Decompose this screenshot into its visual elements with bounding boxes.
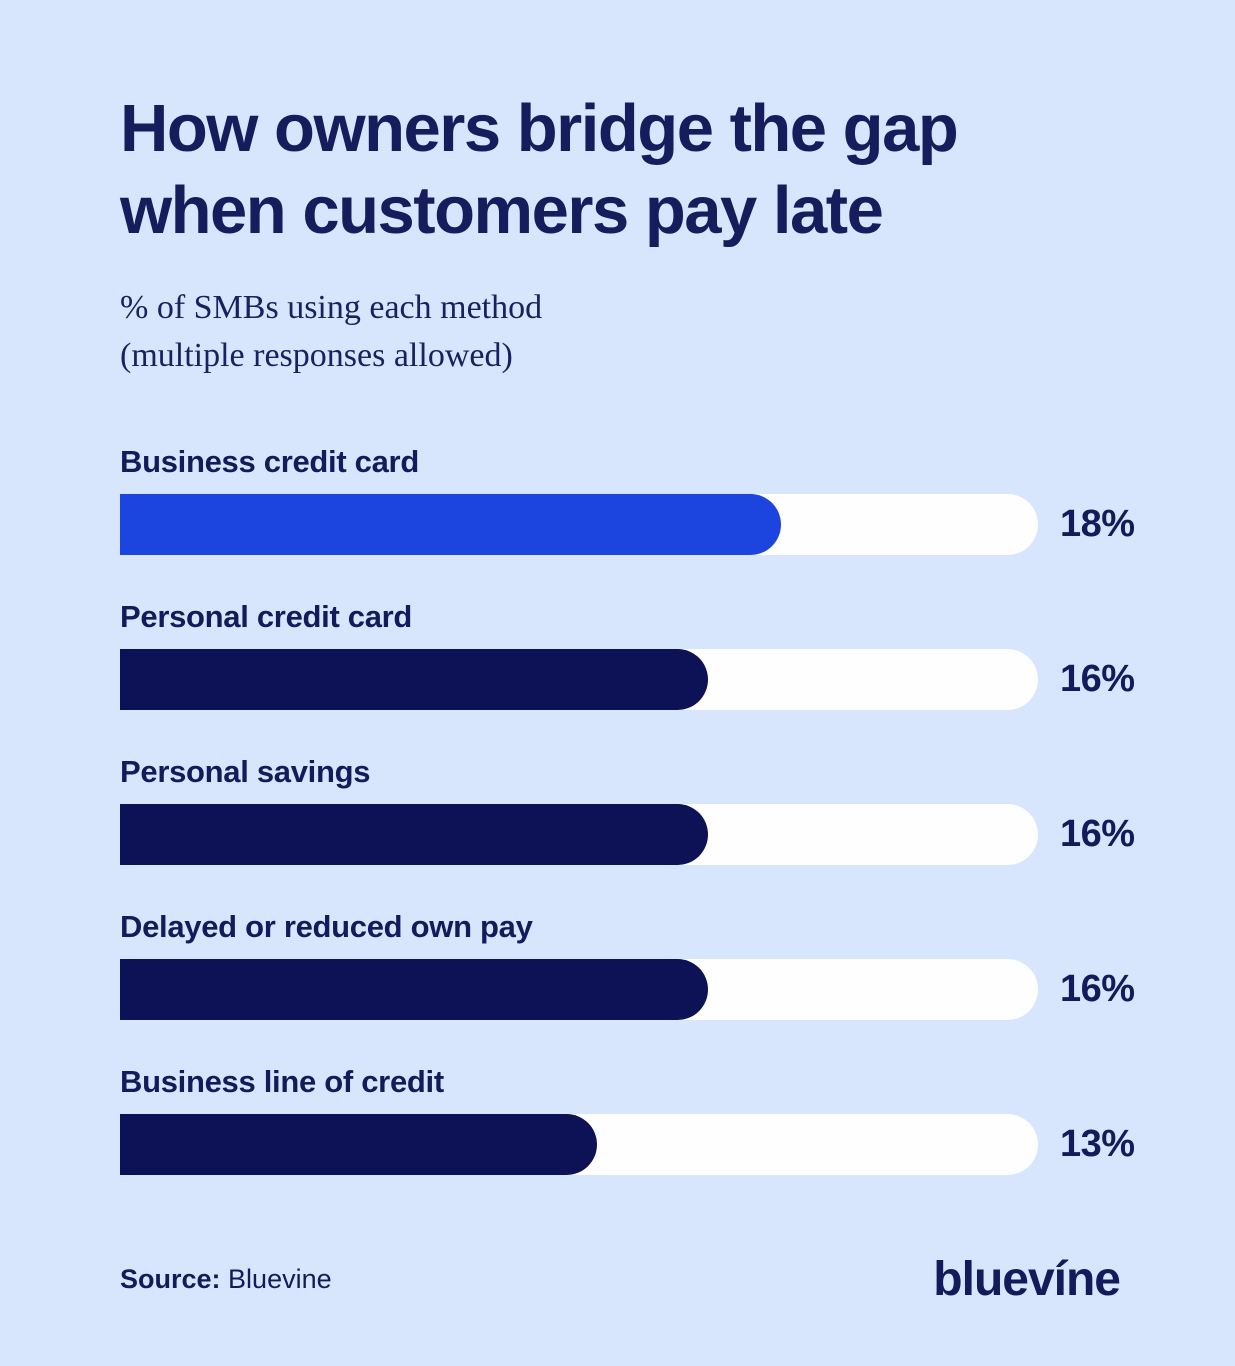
bar-label: Delayed or reduced own pay <box>120 909 533 944</box>
bluevine-logo: bluevíne <box>933 1253 1121 1306</box>
bar-line: 13% <box>120 1114 1135 1175</box>
bar-fill <box>120 804 708 865</box>
bar-row: Business credit card 18% <box>120 444 1135 555</box>
bar-track <box>120 494 1038 555</box>
bar-label: Business line of credit <box>120 1064 444 1099</box>
bar-fill <box>120 959 708 1020</box>
bar-label: Personal credit card <box>120 599 413 634</box>
bar-fill <box>120 494 781 555</box>
bar-row: Personal credit card 16% <box>120 599 1135 710</box>
bar-value: 18% <box>1060 503 1135 545</box>
chart-subtitle-line-1: % of SMBs using each method <box>120 289 543 326</box>
bar-line: 16% <box>120 804 1135 865</box>
infographic: How owners bridge the gap when customers… <box>120 88 1135 1175</box>
chart-subtitle: % of SMBs using each method (multiple re… <box>120 284 1120 380</box>
bar-label: Business credit card <box>120 444 419 479</box>
bar-value: 16% <box>1060 813 1135 855</box>
bar-value: 13% <box>1060 1123 1135 1165</box>
bar-label: Personal savings <box>120 754 371 789</box>
page-title-line-1: How owners bridge the gap <box>120 91 959 166</box>
page-title: How owners bridge the gap when customers… <box>120 88 1120 252</box>
bar-track <box>120 1114 1038 1175</box>
bar-value: 16% <box>1060 968 1135 1010</box>
bar-chart: Business credit card 18% Personal credit c… <box>120 444 1135 1175</box>
page-title-line-2: when customers pay late <box>120 173 884 248</box>
bar-track <box>120 804 1038 865</box>
chart-subtitle-line-2: (multiple responses allowed) <box>120 337 513 374</box>
bar-track <box>120 959 1038 1020</box>
source-label: Source: <box>120 1264 221 1294</box>
footer: Source: Bluevine bluevíne <box>120 1252 1121 1307</box>
bar-track <box>120 649 1038 710</box>
bar-row: Business line of credit 13% <box>120 1064 1135 1175</box>
source-note: Source: Bluevine <box>120 1264 332 1295</box>
bar-row: Delayed or reduced own pay 16% <box>120 909 1135 1020</box>
bar-fill <box>120 1114 598 1175</box>
bar-row: Personal savings 16% <box>120 754 1135 865</box>
bar-line: 16% <box>120 649 1135 710</box>
bar-value: 16% <box>1060 658 1135 700</box>
bar-line: 18% <box>120 494 1135 555</box>
source-value: Bluevine <box>228 1264 332 1294</box>
bar-fill <box>120 649 708 710</box>
bar-line: 16% <box>120 959 1135 1020</box>
